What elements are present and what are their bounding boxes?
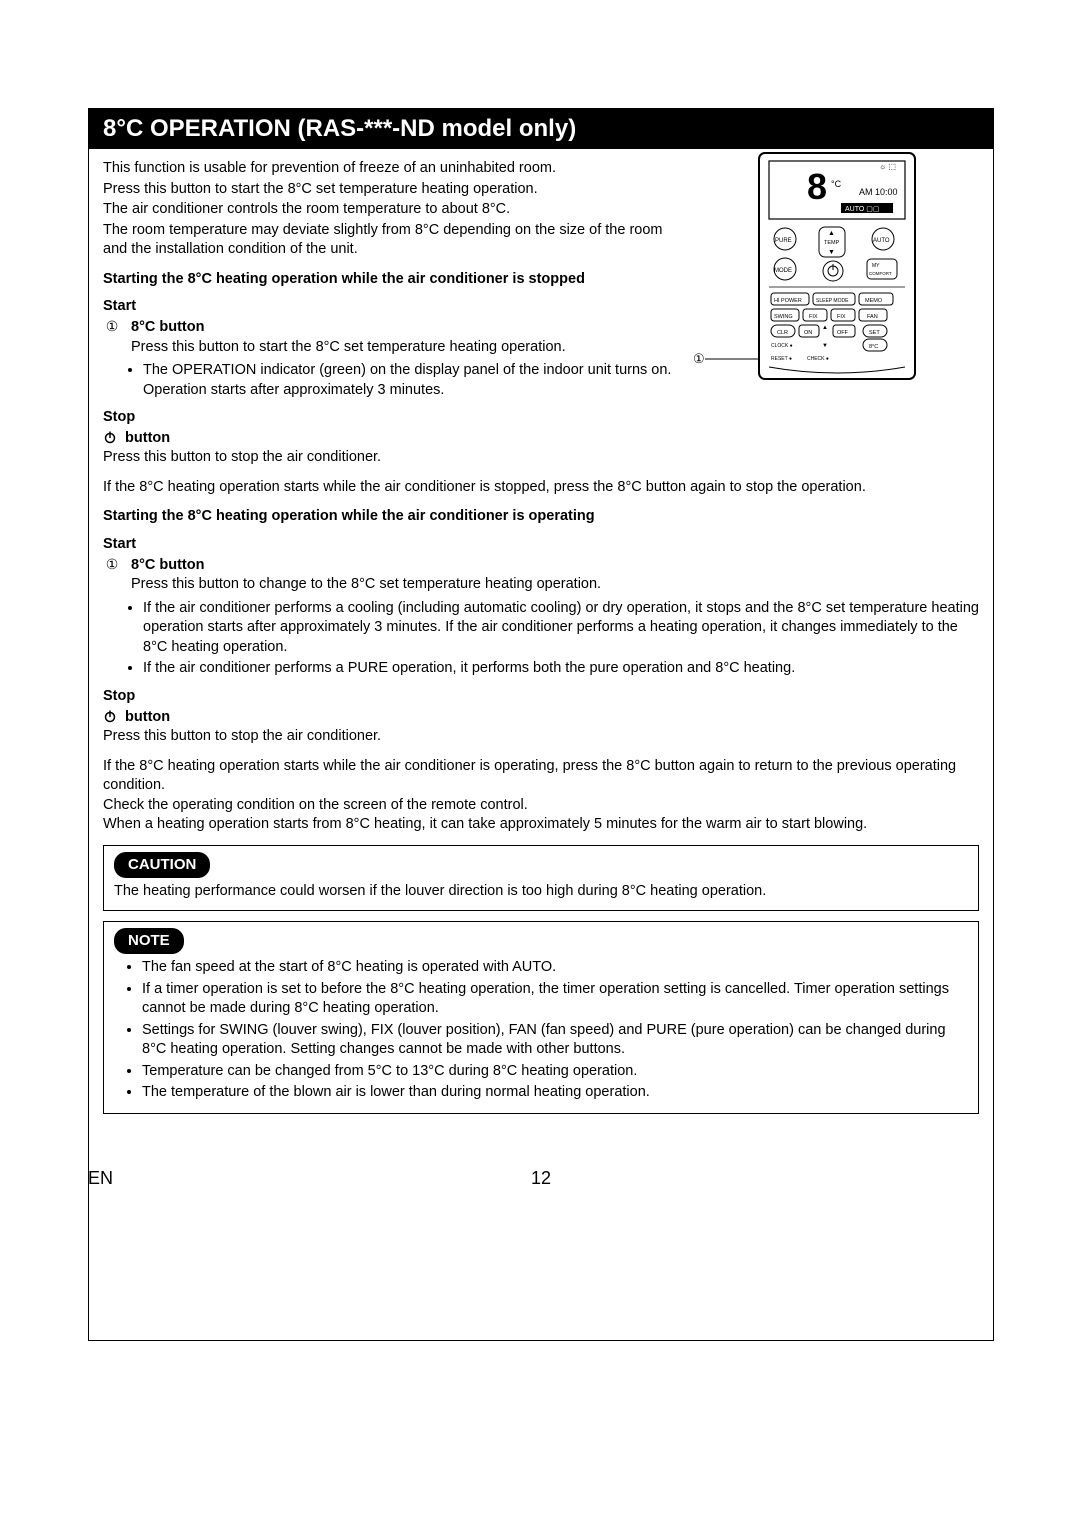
svg-text:☼ ⬚: ☼ ⬚ [879,162,896,171]
svg-text:SWING: SWING [774,314,793,320]
svg-text:FAN: FAN [867,314,878,320]
svg-text:SET: SET [869,330,880,336]
page-title-bar: 8°C OPERATION (RAS-***-ND model only) [89,109,993,149]
footer-page: 12 [531,1168,551,1189]
svg-text:OFF: OFF [837,330,849,336]
svg-text:CLOCK ●: CLOCK ● [771,343,793,349]
svg-text:8°C: 8°C [869,344,878,350]
svg-text:FIX: FIX [837,314,846,320]
svg-text:CHECK ●: CHECK ● [807,356,829,362]
button-instruction: ① 8°C button Press this button to change… [103,555,979,595]
after-text: When a heating operation starts from 8°C… [103,815,979,835]
caution-text: The heating performance could worsen if … [114,882,968,902]
power-icon [103,430,117,444]
button-name: 8°C button [131,319,204,335]
svg-text:RESET ●: RESET ● [771,356,792,362]
svg-text:ON: ON [804,330,812,336]
caution-label: CAUTION [114,852,210,878]
after-text: If the 8°C heating operation starts whil… [103,478,979,498]
after-text: Check the operating condition on the scr… [103,796,979,816]
list-item: If the air conditioner performs a coolin… [143,599,979,658]
svg-text:COMFORT: COMFORT [869,271,892,276]
note-label: NOTE [114,928,184,954]
intro-text: This function is usable for prevention o… [103,159,663,260]
power-button-label: button [125,430,170,446]
start-label: Start [103,535,979,555]
stop-label: Stop [103,408,979,428]
svg-text:HI POWER: HI POWER [774,298,802,304]
intro-line: Press this button to start the 8°C set t… [103,180,663,200]
svg-text:AUTO ▢▢: AUTO ▢▢ [845,206,880,213]
step-number: ① [103,317,121,336]
section-heading: Starting the 8°C heating operation while… [103,507,979,527]
svg-text:TEMP: TEMP [824,240,840,246]
intro-line: This function is usable for prevention o… [103,159,663,179]
button-name: 8°C button [131,557,204,573]
list-item: Temperature can be changed from 5°C to 1… [142,1062,968,1082]
note-box: NOTE The fan speed at the start of 8°C h… [103,921,979,1114]
svg-text:▼: ▼ [828,249,835,256]
footer-lang: EN [88,1168,113,1189]
list-item: The fan speed at the start of 8°C heatin… [142,958,968,978]
note-list: The fan speed at the start of 8°C heatin… [142,958,968,1103]
stop-label: Stop [103,687,979,707]
power-button-label: button [125,709,170,725]
svg-text:SLEEP MODE: SLEEP MODE [816,298,849,304]
step-number: ① [103,555,121,574]
page-frame: 8°C OPERATION (RAS-***-ND model only) ① … [88,108,994,1341]
callout-number: ① [693,351,705,366]
page-footer: EN 12 [88,1168,994,1189]
remote-illustration: ① 8 °C AM 10:00 AUTO ▢▢ ☼ ⬚ PURE ▲ TEMP … [689,151,987,381]
list-item: If the air conditioner performs a PURE o… [143,659,979,679]
svg-text:▲: ▲ [822,325,828,331]
svg-text:AM 10:00: AM 10:00 [859,187,898,197]
stop-desc: Press this button to stop the air condit… [103,448,979,468]
svg-text:8: 8 [807,166,827,207]
bullet-list: If the air conditioner performs a coolin… [143,599,979,679]
stop-instruction: button [103,707,979,728]
stop-desc: Press this button to stop the air condit… [103,727,979,747]
svg-text:°C: °C [831,179,842,189]
page-content: ① 8 °C AM 10:00 AUTO ▢▢ ☼ ⬚ PURE ▲ TEMP … [89,149,993,1340]
list-item: The temperature of the blown air is lowe… [142,1083,968,1103]
page-title: 8°C OPERATION (RAS-***-ND model only) [103,115,576,142]
caution-box: CAUTION The heating performance could wo… [103,845,979,911]
button-desc: Press this button to change to the 8°C s… [131,575,979,595]
svg-text:FIX: FIX [809,314,818,320]
svg-text:MY: MY [872,263,880,269]
list-item: Settings for SWING (louver swing), FIX (… [142,1021,968,1060]
intro-line: The room temperature may deviate slightl… [103,221,663,260]
svg-text:▲: ▲ [828,230,835,237]
after-text: If the 8°C heating operation starts whil… [103,757,979,796]
svg-text:MODE: MODE [774,268,792,274]
intro-line: The air conditioner controls the room te… [103,200,663,220]
svg-text:MEMO: MEMO [865,298,883,304]
footer-spacer [989,1168,994,1189]
svg-text:CLR: CLR [777,330,788,336]
blank-space [103,1114,979,1334]
svg-text:AUTO: AUTO [873,238,890,244]
bullet-list: The OPERATION indicator (green) on the d… [143,361,683,400]
svg-text:▼: ▼ [822,343,828,349]
list-item: The OPERATION indicator (green) on the d… [143,361,683,400]
svg-text:PURE: PURE [775,238,792,244]
list-item: If a timer operation is set to before th… [142,980,968,1019]
stop-instruction: button [103,428,979,449]
power-icon [103,709,117,723]
